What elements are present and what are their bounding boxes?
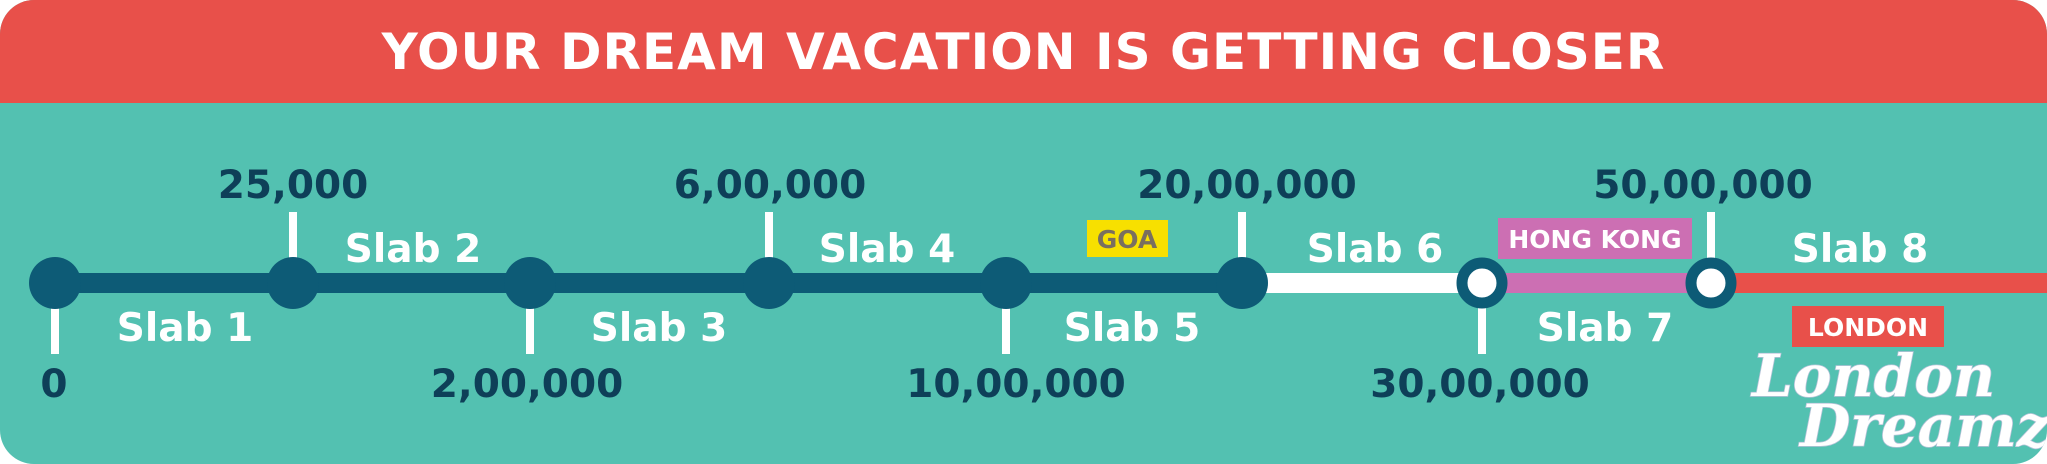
slab-label-1: Slab 1 [117, 306, 253, 351]
slab-label-3: Slab 3 [591, 306, 727, 351]
milestone-marker-3 [743, 257, 795, 309]
milestone-tick-2 [526, 306, 534, 354]
slab-label-5: Slab 5 [1064, 306, 1200, 351]
hong-kong-tag-bg [1498, 218, 1692, 259]
slab-label-2: Slab 2 [345, 227, 481, 272]
milestone-marker-7 [1685, 257, 1737, 309]
milestone-tick-5 [1238, 212, 1246, 258]
header-banner: YOUR DREAM VACATION IS GETTING CLOSER [0, 0, 2047, 103]
slab-segment-5 [1006, 273, 1242, 293]
goa-tag: GOA [1097, 225, 1158, 254]
slab-label-7: Slab 7 [1537, 306, 1673, 351]
logo-dreamz: Dreamz [1798, 392, 2047, 460]
milestone-label-25000: 25,000 [218, 163, 369, 208]
slab-segment-4 [769, 273, 1006, 293]
milestone-marker-0 [29, 257, 81, 309]
slab-label-4: Slab 4 [819, 227, 955, 272]
goa-tag-bg [1087, 220, 1168, 257]
milestone-tick-4 [1002, 306, 1010, 354]
slab-segment-8 [1711, 273, 2047, 293]
milestone-tick-1 [289, 212, 297, 258]
timeline-segments [55, 273, 2047, 293]
milestone-tick-7 [1707, 212, 1715, 258]
timeline-ticks [51, 212, 1715, 354]
banner-title: YOUR DREAM VACATION IS GETTING CLOSER [381, 22, 1666, 81]
slab-segment-3 [530, 273, 769, 293]
slab-segment-6 [1242, 273, 1482, 293]
london-tag-bg [1792, 306, 1944, 347]
hong-kong-tag: HONG KONG [1508, 225, 1681, 254]
timeline-markers [29, 257, 1737, 309]
milestone-label-600000: 6,00,000 [674, 163, 866, 208]
slab-segment-2 [293, 273, 530, 293]
milestone-tick-6 [1478, 306, 1486, 354]
milestone-tick-3 [765, 212, 773, 258]
london-tag: LONDON [1808, 313, 1928, 342]
milestone-marker-6 [1456, 257, 1508, 309]
milestone-marker-1 [267, 257, 319, 309]
milestone-label-1000000: 10,00,000 [906, 362, 1126, 407]
slab-label-8: Slab 8 [1792, 227, 1928, 272]
milestone-label-2000000: 20,00,000 [1137, 163, 1357, 208]
logo-london: London [1750, 342, 1995, 410]
slab-segment-7 [1482, 273, 1711, 293]
milestone-label-3000000: 30,00,000 [1370, 362, 1590, 407]
milestone-label-200000: 2,00,000 [431, 362, 623, 407]
milestone-marker-4 [980, 257, 1032, 309]
slab-label-6: Slab 6 [1307, 227, 1443, 272]
slab-segment-1 [55, 273, 293, 293]
milestone-marker-2 [504, 257, 556, 309]
milestone-marker-5 [1216, 257, 1268, 309]
milestone-tick-0 [51, 306, 59, 354]
milestone-label-0: 0 [40, 362, 67, 407]
milestone-label-5000000: 50,00,000 [1593, 163, 1813, 208]
